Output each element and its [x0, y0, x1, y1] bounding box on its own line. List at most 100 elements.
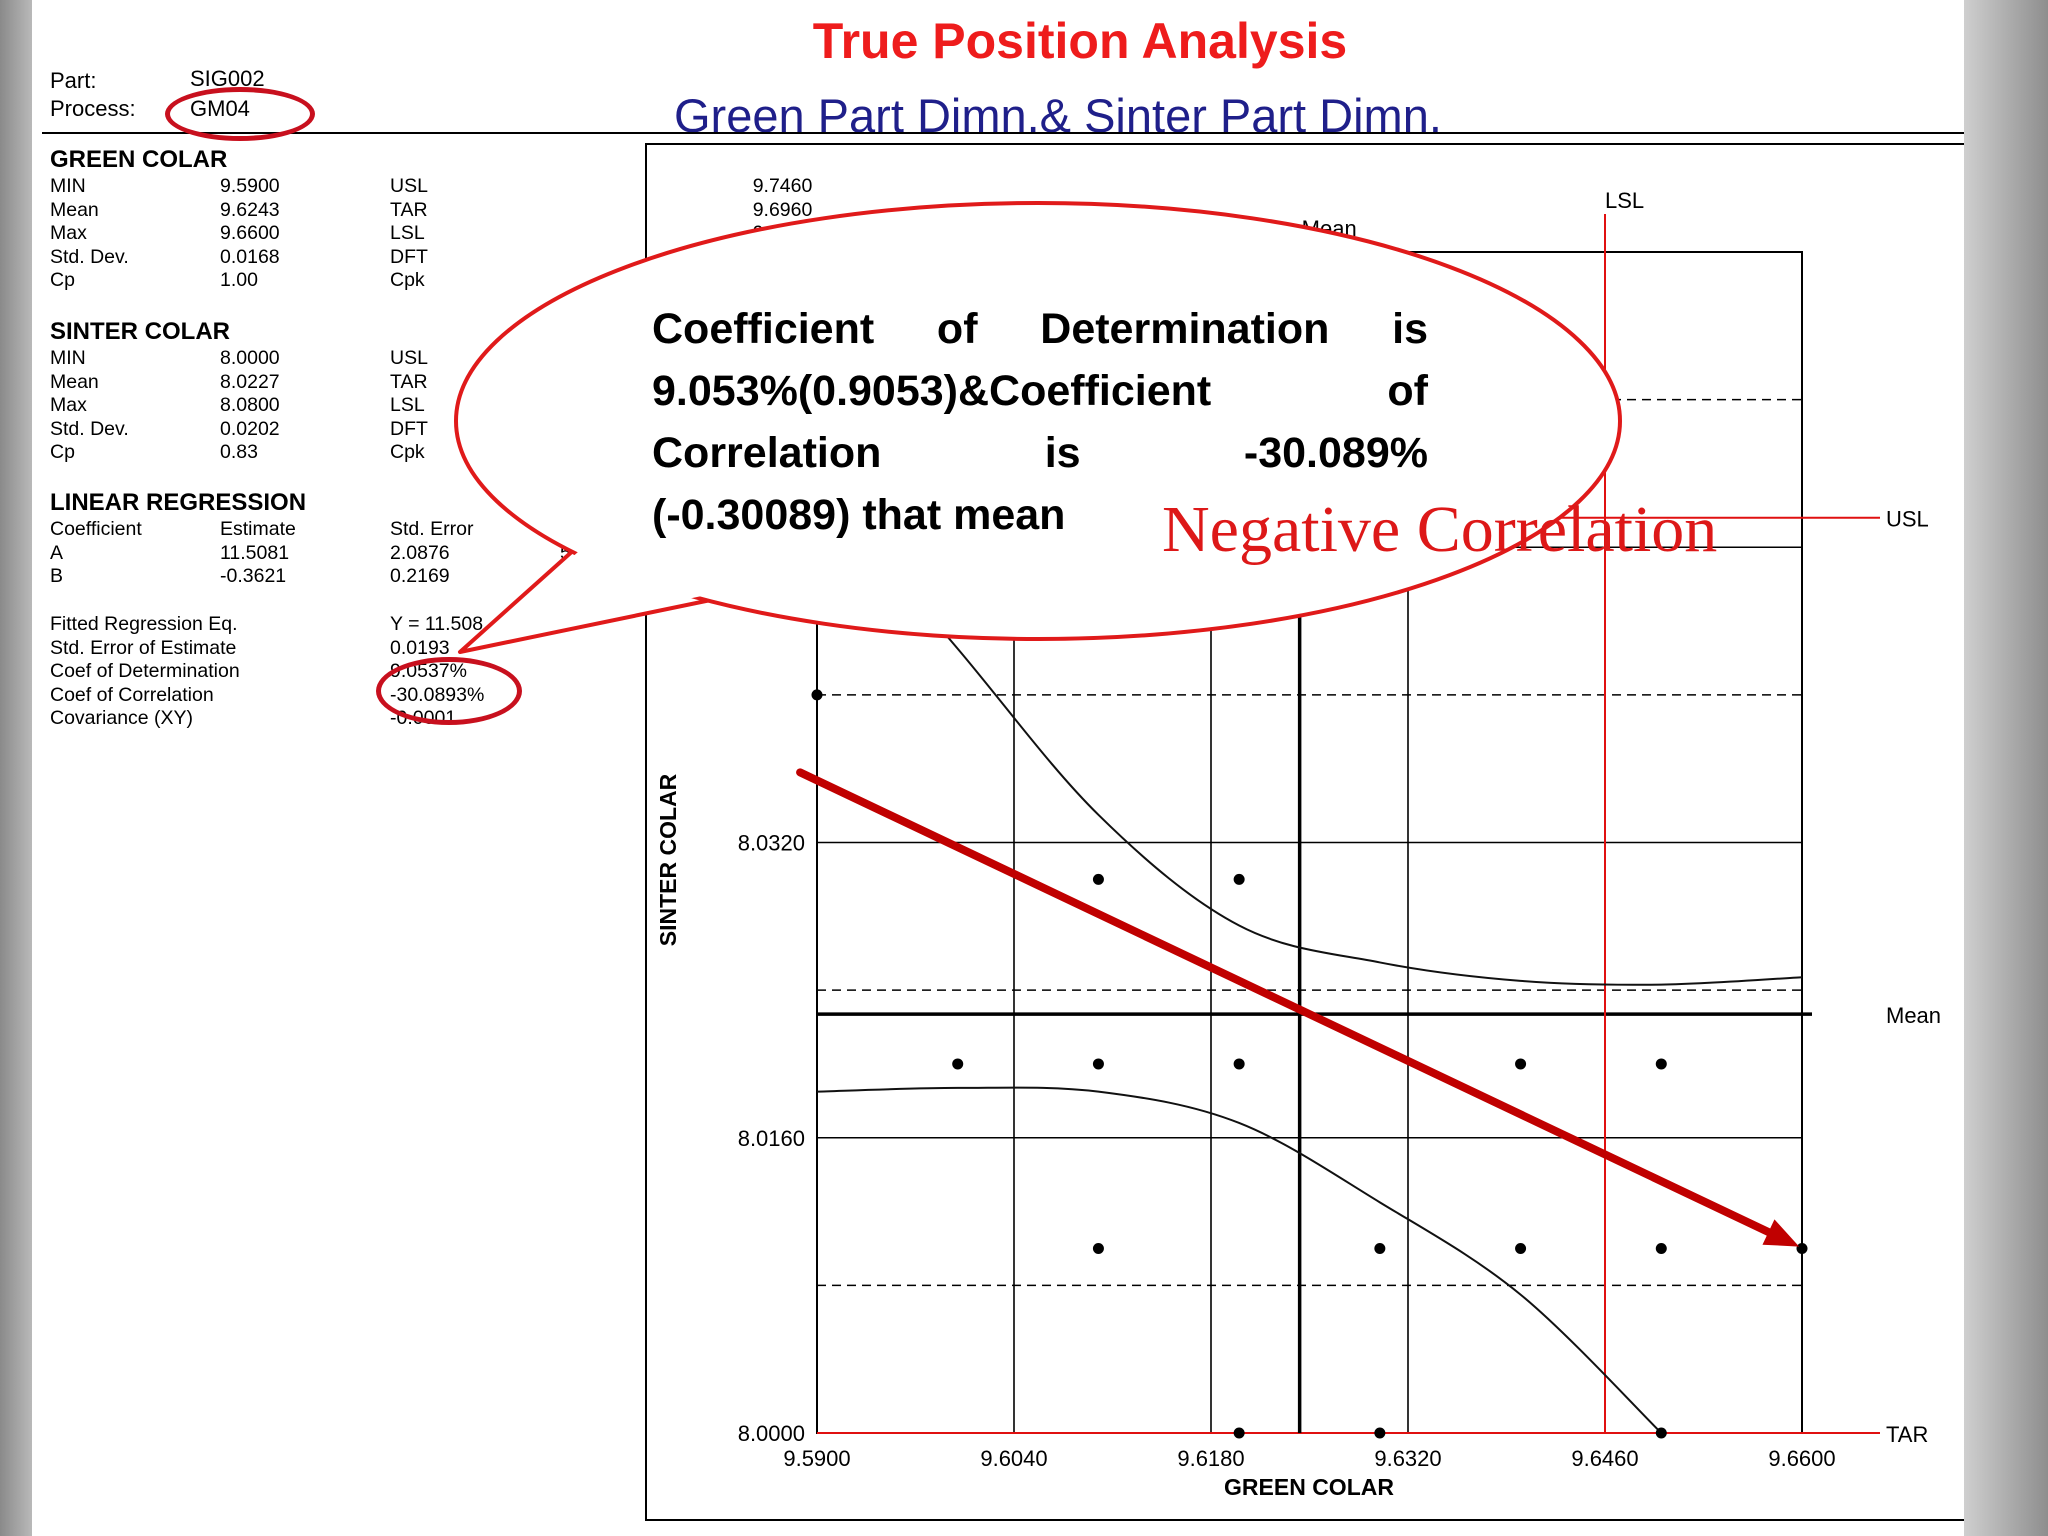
sinter-stat-k2: USL [390, 347, 428, 369]
data-point [1233, 1427, 1245, 1439]
regression-k1: A [50, 541, 64, 564]
x-axis-label: GREEN COLAR [1224, 1474, 1394, 1500]
data-point [1233, 1058, 1245, 1070]
sinter-stat-row: Mean 8.0227 TAR [50, 370, 428, 395]
callout-line-3: Correlation is -30.089% [652, 429, 1428, 477]
data-point [1374, 1242, 1386, 1254]
green-stat-k2: DFT [390, 245, 428, 268]
callout-ellipse [454, 201, 1622, 641]
x-tick-label: 9.5900 [783, 1446, 850, 1471]
process-label: Process: [50, 96, 136, 121]
sinter-stat-row: Max 8.0800 LSL [50, 394, 425, 418]
slide-title: True Position Analysis [812, 13, 1348, 69]
green-stat-row: Mean 9.6243 TAR 9.6960 [50, 198, 812, 223]
data-point [1515, 1058, 1527, 1070]
sinter-stat-row: Std. Dev. 0.0202 DFT [50, 417, 428, 442]
header-divider [42, 132, 1964, 134]
axis-labels: GREEN COLAR SINTER COLAR [655, 773, 1394, 1500]
ref-label-mean: Mean [1886, 1003, 1941, 1028]
regression-k2: Std. Error [390, 518, 474, 540]
data-point [1092, 1242, 1104, 1254]
sinter-stat-v1: 8.0800 [220, 394, 280, 416]
green-stat-k1: Mean [50, 198, 99, 221]
right-slide-border [1964, 0, 2048, 1536]
callout-line-2: 9.053%(0.9053)&Coefficient of [652, 367, 1428, 415]
y-tick-label: 8.0000 [738, 1421, 805, 1446]
green-stat-v1: 1.00 [220, 269, 258, 291]
green-stat-v1: 9.6243 [220, 198, 280, 221]
trend-arrow [796, 768, 1800, 1247]
green-stat-v2: 9.7460 [752, 175, 813, 197]
sinter-stat-v1: 0.83 [220, 441, 258, 463]
y-axis-label: SINTER COLAR [655, 773, 681, 946]
sinter-stat-row: Cp 0.83 Cpk [50, 441, 425, 465]
green-stat-v1: 0.0168 [220, 245, 280, 268]
callout-line-4: (-0.30089) that mean [652, 491, 1066, 539]
ref-label-tar: TAR [1886, 1422, 1928, 1447]
data-point [1374, 1427, 1386, 1439]
data-points [811, 512, 1808, 1439]
sinter-stat-k1: Mean [50, 370, 99, 393]
callout-bubble [454, 201, 1622, 654]
negative-correlation-label: Negative Correlation [1162, 493, 1718, 566]
data-point [1515, 1242, 1527, 1254]
callout-pointer-cover [473, 552, 740, 644]
upper-confidence-curve [816, 482, 1803, 986]
regression-row: Coefficient Estimate Std. Error [50, 518, 473, 542]
linear-regression-title: LINEAR REGRESSION [50, 489, 307, 516]
data-point [811, 689, 823, 701]
green-stat-k1: MIN [50, 175, 86, 197]
green-stat-k1: Std. Dev. [50, 245, 129, 268]
callout-line-1: Coefficient of Determination is [652, 305, 1428, 353]
sinter-colar-title: SINTER COLAR [50, 318, 230, 345]
green-stat-row: MIN 9.5900 USL 9.7460 [50, 175, 812, 199]
data-point [952, 1058, 964, 1070]
left-slide-border [0, 0, 32, 1536]
sinter-stat-k1: Max [50, 394, 87, 416]
fit-label: Coef of Determination [50, 660, 240, 682]
y-tick-label: 8.0320 [738, 831, 805, 856]
regression-v2: 5 [560, 541, 571, 564]
x-tick-label: 9.6320 [1374, 1446, 1441, 1471]
data-point [1655, 1427, 1667, 1439]
chart-frame [645, 143, 1964, 1521]
sinter-stat-v1: 8.0000 [220, 347, 280, 369]
sinter-stat-v1: 8.0227 [220, 370, 280, 393]
x-tick-label: 9.6460 [1571, 1446, 1638, 1471]
green-stat-v2: 9.6960 [752, 198, 813, 221]
data-point [1092, 1058, 1104, 1070]
trend-arrow-head [1762, 1219, 1800, 1247]
green-stat-k2: TAR [390, 198, 428, 221]
x-tick-label: 9.6180 [1177, 1446, 1244, 1471]
ref-label-usl: USL [1886, 507, 1929, 532]
regression-k2: 0.2169 [390, 565, 450, 587]
sinter-stat-v1: 0.0202 [220, 417, 280, 440]
trend-arrow-shaft [796, 768, 1778, 1239]
regression-row: A 11.5081 2.0876 5 [50, 541, 571, 566]
regression-k1: B [50, 565, 64, 587]
sinter-stat-k2: TAR [390, 370, 428, 393]
sinter-stat-k2: DFT [390, 417, 428, 440]
process-highlight-ring [165, 87, 315, 141]
sinter-stat-k1: Cp [50, 441, 75, 463]
regression-k2: 2.0876 [390, 541, 450, 564]
green-stat-k2: LSL [390, 222, 425, 244]
data-point [1796, 1242, 1808, 1254]
sinter-stat-k2: Cpk [390, 441, 425, 463]
fit-label: Covariance (XY) [50, 707, 194, 729]
sinter-stat-k1: MIN [50, 347, 86, 369]
fit-value: 0.0193 [390, 636, 450, 659]
data-point [1092, 873, 1104, 885]
sinter-stat-k2: LSL [390, 394, 425, 416]
green-stat-k2: Cpk [390, 269, 425, 291]
sinter-stat-k1: Std. Dev. [50, 417, 129, 440]
y-tick-label: 8.0160 [738, 1126, 805, 1151]
green-colar-title: GREEN COLAR [50, 146, 228, 173]
x-tick-label: 9.6600 [1768, 1446, 1835, 1471]
fit-label: Coef of Correlation [50, 683, 214, 706]
part-label: Part: [50, 68, 97, 93]
sinter-colar-stats: SINTER COLAR MIN 8.0000 USL Mean 8.0227 TAR Ma… [50, 317, 428, 465]
regression-v1: -0.3621 [220, 565, 287, 587]
x-tick-label: 9.6040 [980, 1446, 1047, 1471]
